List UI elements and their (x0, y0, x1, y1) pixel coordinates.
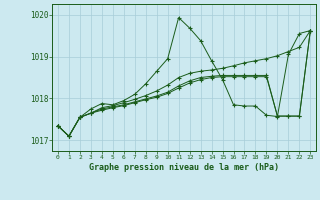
X-axis label: Graphe pression niveau de la mer (hPa): Graphe pression niveau de la mer (hPa) (89, 163, 279, 172)
